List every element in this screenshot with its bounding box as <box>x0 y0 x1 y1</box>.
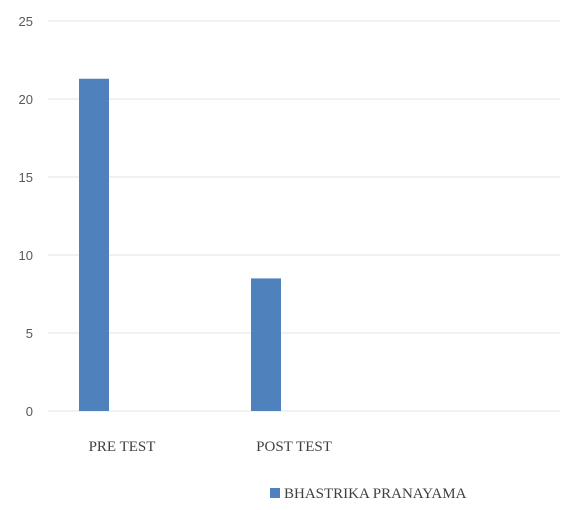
bars <box>79 78 281 411</box>
bar-post-test <box>251 278 281 411</box>
x-category-label: POST TEST <box>256 439 332 455</box>
legend-swatch <box>270 488 280 498</box>
legend: BHASTRIKA PRANAYAMA <box>270 486 467 502</box>
y-tick-label: 0 <box>26 404 33 419</box>
y-tick-label: 15 <box>19 170 33 185</box>
bar-pre-test <box>79 78 109 411</box>
gridlines <box>48 20 560 412</box>
x-category-label: PRE TEST <box>89 439 156 455</box>
y-tick-label: 25 <box>19 14 33 29</box>
y-axis-tick-labels: 0 5 10 15 20 25 <box>19 14 33 419</box>
y-tick-label: 10 <box>19 248 33 263</box>
x-axis-category-labels: PRE TEST POST TEST <box>89 439 332 455</box>
y-tick-label: 20 <box>19 92 33 107</box>
legend-label: BHASTRIKA PRANAYAMA <box>284 486 467 502</box>
y-tick-label: 5 <box>26 326 33 341</box>
